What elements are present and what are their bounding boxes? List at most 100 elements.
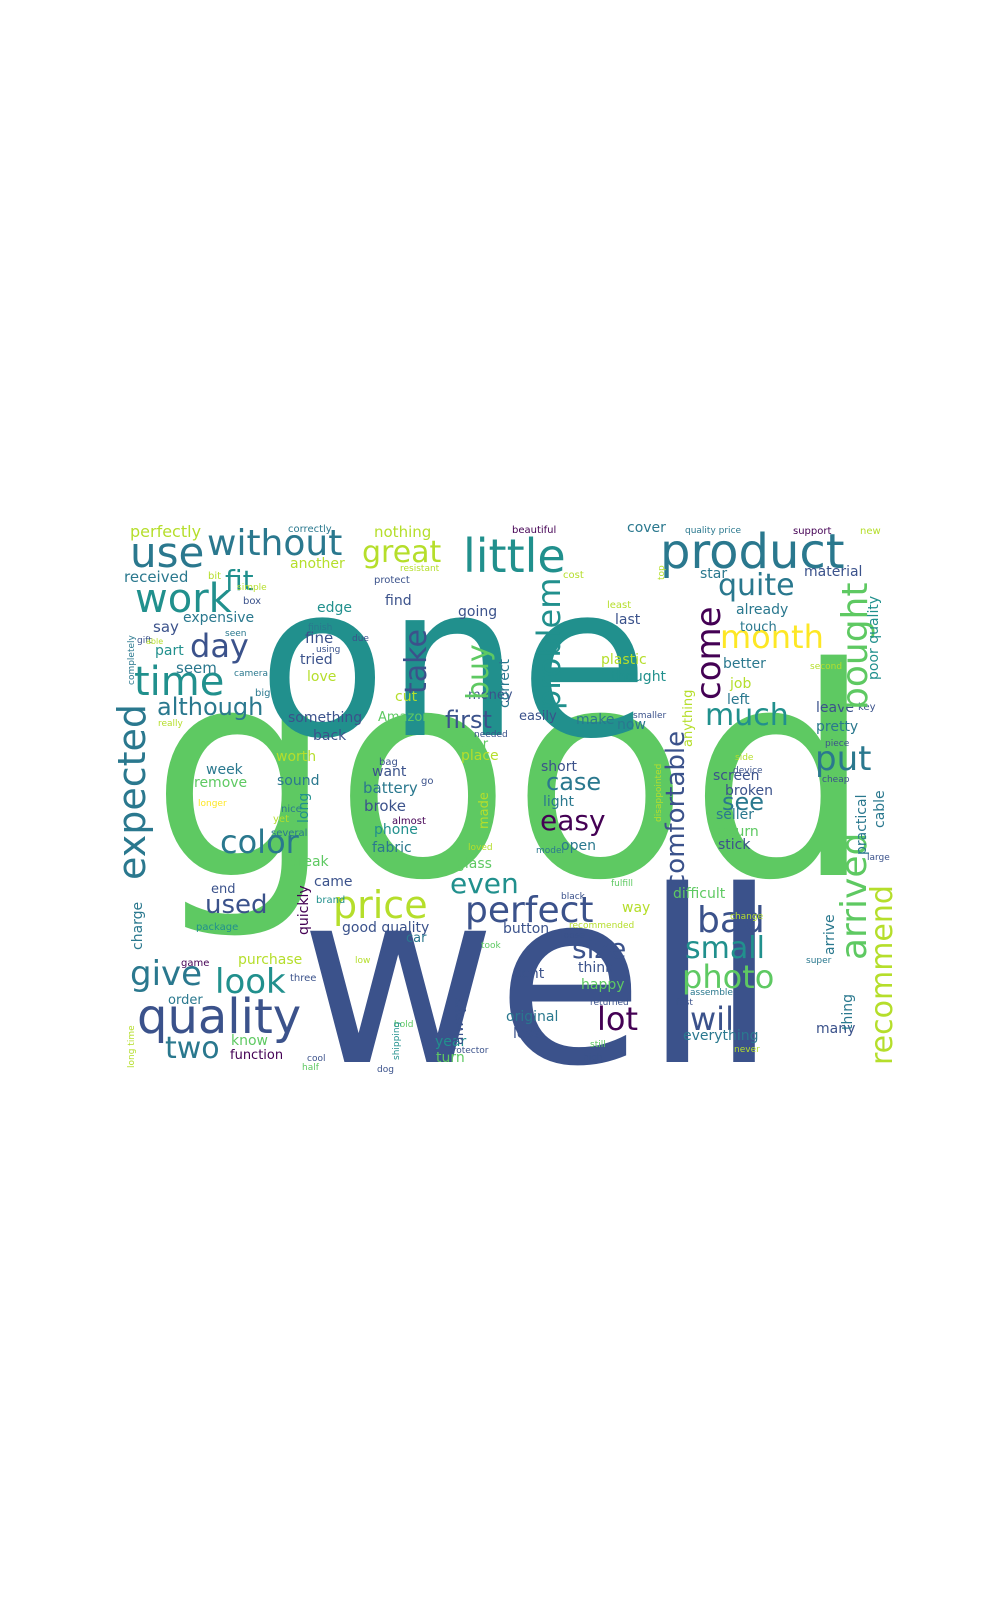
word-bad: bad (697, 900, 765, 941)
word-yet: yet (273, 814, 289, 825)
word-second: second (810, 662, 842, 672)
word-money: money (468, 688, 513, 703)
word-plastic: plastic (601, 652, 647, 668)
word-tried: tried (300, 652, 333, 668)
word-glass: glass (456, 856, 492, 872)
word-game: game (181, 958, 209, 969)
word-another: another (290, 556, 345, 572)
word-protect: protect (374, 575, 410, 586)
word-fit: fit (225, 564, 254, 597)
word-expensive: expensive (183, 610, 254, 626)
word-large: large (867, 853, 890, 863)
word-time: time (134, 659, 224, 705)
word-nice: nice (281, 804, 302, 815)
word-broke: broke (364, 797, 406, 815)
word-everything: everything (683, 1028, 759, 1044)
word-beautiful: beautiful (512, 525, 556, 536)
word-top: top (657, 565, 667, 580)
word-little: little (463, 529, 566, 583)
word-poor-quality: poor quality (866, 596, 882, 680)
word-hold: hold (394, 1020, 413, 1030)
word-love: love (307, 669, 336, 685)
word-sent: sent (514, 966, 545, 982)
word-much: much (705, 698, 789, 733)
word-brand: brand (316, 895, 345, 906)
word-say: say (153, 618, 179, 636)
word-job: job (729, 676, 751, 692)
word-year: year (435, 1034, 466, 1050)
word-bag: bag (379, 757, 398, 768)
word-without: without (207, 523, 342, 564)
word-touch: touch (740, 620, 777, 635)
word-way: way (622, 900, 650, 916)
word-made: made (477, 792, 492, 829)
word-screen: screen (713, 768, 760, 784)
word-take: take (399, 629, 434, 694)
word-assemble: assemble (690, 988, 733, 998)
word-disappointed: disappointed (654, 764, 664, 822)
word-took: took (481, 941, 502, 951)
word-fabric: fabric (372, 840, 412, 856)
word-never: never (734, 1045, 760, 1055)
word-good-quality: good quality (342, 920, 429, 936)
word-broken: broken (725, 783, 773, 799)
word-side: side (735, 753, 754, 763)
word-returned: returned (590, 998, 629, 1008)
word-cable: cable (872, 790, 888, 828)
word-able: able (146, 637, 163, 646)
word-small: small (685, 931, 765, 966)
word-loved: loved (468, 843, 493, 853)
word-star: star (700, 566, 727, 582)
word-first: first (445, 706, 492, 734)
word-quickly: quickly (296, 885, 312, 935)
word-something: something (288, 710, 362, 726)
word-well: well (300, 839, 777, 1119)
word-box: box (243, 596, 261, 607)
word-battery: battery (363, 779, 418, 797)
word-quality: quality (137, 989, 301, 1045)
word-bit: bit (208, 571, 221, 582)
word-although: although (157, 693, 263, 721)
word-camera: camera (234, 669, 268, 679)
word-cost: cost (563, 570, 584, 581)
word-easy: easy (540, 804, 606, 837)
word-look: look (215, 962, 286, 1002)
word-turn: turn (436, 1050, 465, 1066)
word-find: find (385, 593, 412, 609)
word-difficult: difficult (673, 886, 726, 902)
word-three: three (290, 973, 316, 984)
word-really: really (158, 719, 184, 729)
word-come: come (689, 606, 729, 700)
word-easily: easily (519, 709, 557, 724)
word-fine: fine (305, 629, 333, 647)
word-return: return (716, 824, 759, 840)
word-longer: longer (198, 799, 227, 809)
word-one: one (258, 540, 649, 785)
word-support: support (793, 526, 831, 537)
word-less: less (513, 1026, 540, 1042)
word-quality-price: quality price (685, 526, 742, 536)
word-water: water (451, 737, 489, 752)
word-cut: cut (395, 689, 418, 705)
word-new: new (860, 526, 881, 537)
word-even: even (450, 867, 519, 900)
word-function: function (230, 1048, 283, 1063)
word-product: product (660, 524, 845, 580)
word-open: open (561, 838, 596, 854)
word-now: now (617, 717, 646, 733)
word-day: day (190, 627, 249, 665)
word-go: go (421, 776, 433, 787)
word-came: came (314, 874, 353, 890)
word-phone: phone (374, 822, 418, 838)
word-original: original (506, 1009, 558, 1025)
word-low: low (355, 956, 370, 966)
word-several: several (271, 828, 307, 839)
word-amazon: Amazon (378, 710, 431, 725)
word-received: received (124, 568, 188, 586)
word-happy: happy (581, 977, 625, 993)
word-part: part (155, 643, 184, 659)
word-completely: completely (127, 634, 137, 685)
word-order: order (168, 993, 203, 1008)
word-almost: almost (392, 816, 426, 827)
word-price: price (333, 883, 428, 927)
